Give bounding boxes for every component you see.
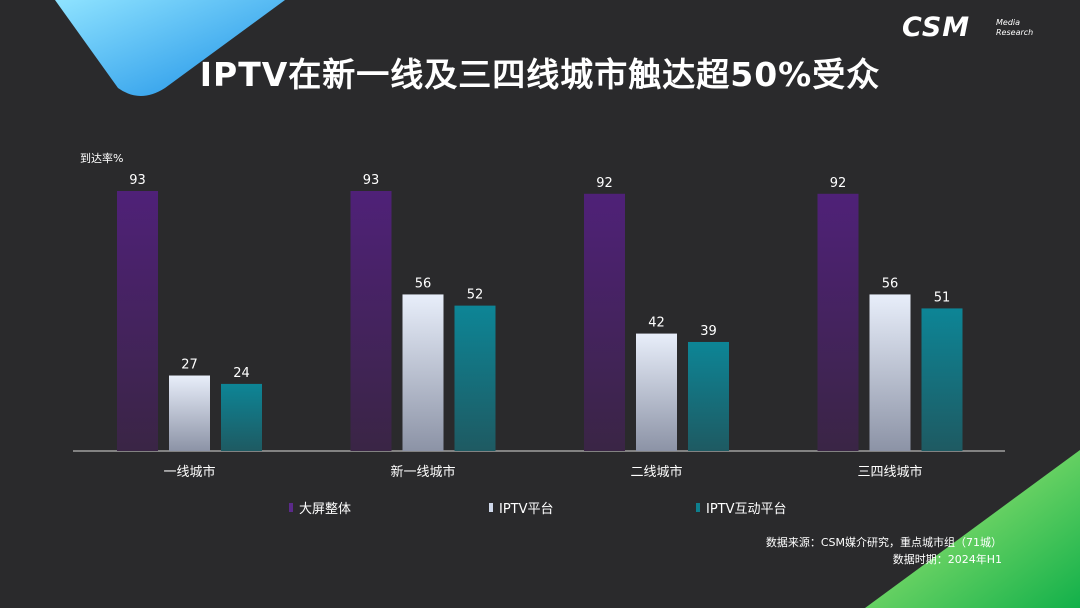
data-label: 92	[830, 176, 847, 191]
data-label: 51	[934, 290, 951, 305]
data-label: 92	[596, 176, 613, 191]
legend-label-iptv: IPTV平台	[499, 502, 554, 517]
legend-label-iptv-interactive: IPTV互动平台	[706, 502, 787, 517]
bar-iptv	[869, 294, 911, 451]
csm-logo: CSM	[902, 12, 971, 43]
bar-iptv	[636, 333, 677, 451]
bar-iptv-interactive	[454, 305, 496, 451]
bar-bigscreen	[817, 193, 859, 451]
x-tick-label: 三四线城市	[857, 464, 922, 480]
bar-bigscreen	[584, 193, 625, 451]
x-tick-label: 一线城市	[163, 464, 215, 480]
source-line: 数据来源：CSM媒介研究，重点城市组（71城）	[765, 536, 1002, 549]
legend-item-iptv: IPTV平台	[489, 498, 554, 517]
legend-swatch-bigscreen	[289, 503, 293, 512]
logo-sub-line1: Media	[996, 18, 1021, 27]
bar-bigscreen	[117, 191, 158, 451]
bar-iptv	[169, 375, 210, 451]
data-label: 39	[700, 324, 717, 339]
bar-bigscreen	[350, 191, 392, 451]
bottom-right-decor-shape	[865, 450, 1080, 608]
bar-iptv-interactive	[921, 308, 963, 451]
y-axis-label: 到达率%	[80, 152, 124, 165]
period-line: 数据时期：2024年H1	[892, 553, 1002, 566]
legend-swatch-iptv	[489, 503, 493, 512]
data-label: 56	[882, 276, 899, 291]
csm-logo-subtitle: Media Research	[996, 18, 1033, 38]
data-label: 52	[467, 288, 484, 303]
data-label: 27	[181, 358, 198, 373]
legend-label-bigscreen: 大屏整体	[299, 502, 352, 517]
bar-iptv-interactive	[221, 383, 262, 451]
data-label: 56	[415, 276, 432, 291]
legend-item-bigscreen: 大屏整体	[289, 498, 351, 517]
bar-iptv-interactive	[688, 341, 729, 451]
data-label: 24	[233, 366, 250, 381]
top-left-decor-shape	[55, 0, 285, 96]
x-tick-label: 二线城市	[630, 464, 682, 480]
data-label: 42	[648, 316, 665, 331]
page-title: IPTV在新一线及三四线城市触达超50%受众	[199, 55, 881, 94]
legend-item-iptv-interactive: IPTV互动平台	[696, 498, 787, 517]
bar-iptv	[402, 294, 444, 451]
logo-sub-line2: Research	[996, 28, 1034, 37]
x-tick-label: 新一线城市	[390, 464, 455, 480]
data-label: 93	[129, 173, 146, 188]
data-source-note: 数据来源：CSM媒介研究，重点城市组（71城） 数据时期：2024年H1	[766, 534, 1002, 568]
legend-swatch-iptv-interactive	[696, 503, 700, 512]
data-label: 93	[363, 173, 380, 188]
